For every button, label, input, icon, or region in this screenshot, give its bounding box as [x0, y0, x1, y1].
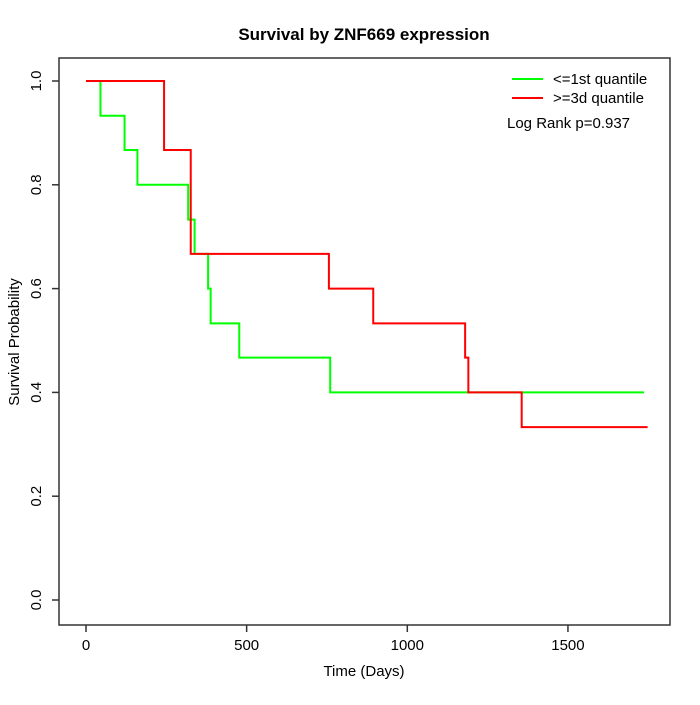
y-tick-label: 0.2	[28, 486, 45, 507]
x-tick-label: 0	[82, 637, 90, 654]
x-axis-title: Time (Days)	[323, 663, 404, 680]
y-tick-label: 0.6	[28, 278, 45, 299]
x-tick-label: 1500	[551, 637, 584, 654]
log-rank-annotation: Log Rank p=0.937	[507, 115, 630, 132]
y-tick-label: 0.4	[28, 382, 45, 403]
legend-label-third-quantile: >=3d quantile	[553, 90, 644, 107]
y-axis-title: Survival Probability	[6, 278, 23, 406]
plot-border-box	[58, 57, 671, 626]
x-axis: 0 500 1000 1500	[82, 625, 585, 654]
x-tick-label: 1000	[391, 637, 424, 654]
y-tick-label: 0.0	[28, 590, 45, 611]
y-tick-label: 1.0	[28, 71, 45, 92]
survival-curve-third-quantile	[86, 80, 648, 429]
chart-title: Survival by ZNF669 expression	[238, 25, 489, 44]
survival-curve-first-quantile	[86, 80, 645, 394]
y-tick-label: 0.8	[28, 174, 45, 195]
legend-label-first-quantile: <=1st quantile	[553, 71, 647, 88]
y-axis: 0.0 0.2 0.4 0.6 0.8 1.0	[28, 71, 59, 611]
survival-curves	[86, 80, 648, 429]
legend: <=1st quantile >=3d quantile Log Rank p=…	[507, 71, 647, 132]
x-tick-label: 500	[234, 637, 259, 654]
